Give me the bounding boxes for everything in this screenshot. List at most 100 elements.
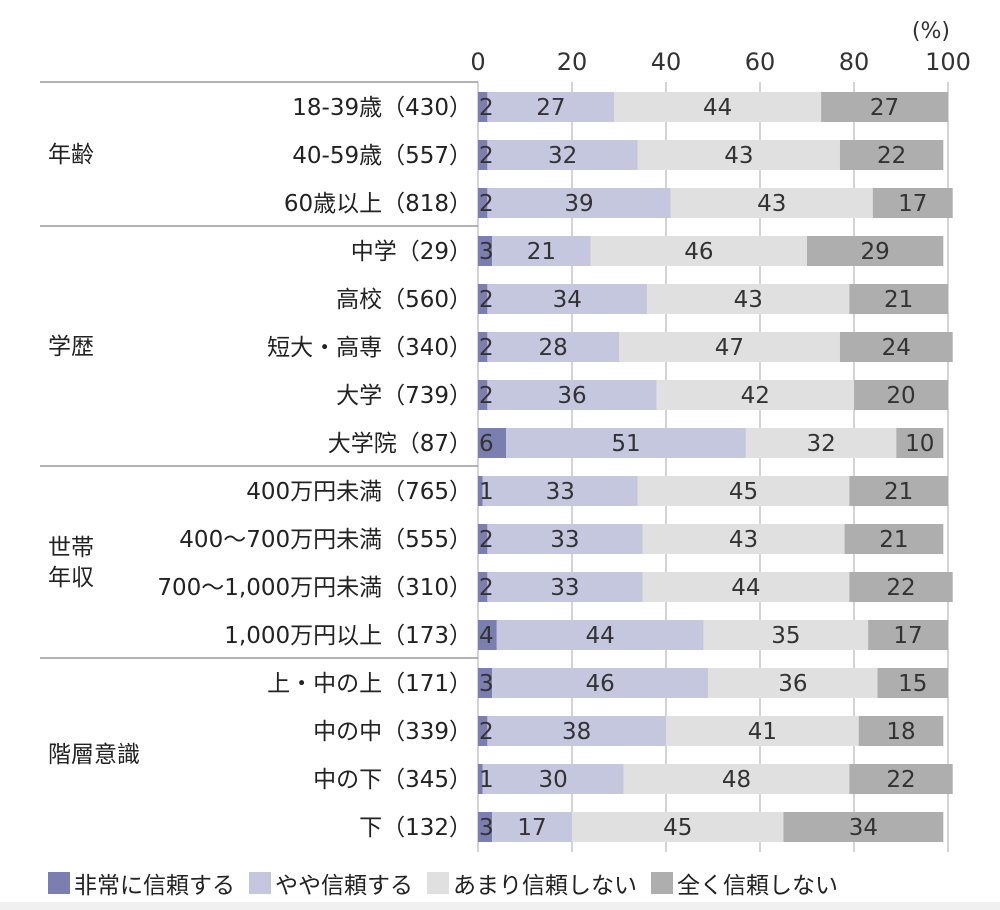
bar-segment [492, 668, 709, 698]
data-label: 24 [882, 335, 911, 361]
bar-segment [849, 764, 953, 794]
row-label: 400〜700万円未満（555） [179, 527, 472, 553]
row-label: 18-39歳（430） [292, 95, 472, 121]
legend-swatch [48, 872, 70, 894]
bar-segment [478, 572, 488, 602]
data-label: 22 [877, 143, 906, 169]
bar-segment [783, 812, 944, 842]
bar-segment [708, 668, 878, 698]
bars [478, 92, 953, 842]
data-label: 21 [879, 527, 908, 553]
legend-label: 非常に信頼する [74, 873, 235, 899]
data-label: 34 [553, 287, 582, 313]
row-label: 400万円未満（765） [246, 479, 472, 505]
bar-segment [656, 380, 854, 410]
data-label: 1 [479, 479, 494, 505]
bar-segment [487, 332, 619, 362]
unit-label: (%) [912, 19, 950, 44]
row-label: 大学院（87） [328, 431, 472, 457]
data-label: 42 [741, 383, 770, 409]
data-label: 27 [536, 95, 565, 121]
data-label: 21 [884, 479, 913, 505]
row-label: 上・中の上（171） [267, 671, 472, 697]
bar-segment [637, 476, 850, 506]
data-label: 41 [748, 719, 777, 745]
bar-segment [666, 716, 859, 746]
legend-swatch [249, 872, 271, 894]
data-label: 27 [870, 95, 899, 121]
x-tick-label: 20 [557, 48, 588, 76]
data-label: 33 [546, 479, 575, 505]
x-tick-label: 60 [745, 48, 776, 76]
row-label: 1,000万円以上（173） [224, 623, 472, 649]
group-label: 世帯年収 [48, 535, 94, 591]
bar-segment [487, 380, 657, 410]
data-label: 4 [479, 623, 494, 649]
data-label: 2 [479, 287, 494, 313]
data-label: 33 [550, 575, 579, 601]
bar-segment [614, 92, 822, 122]
data-label: 33 [550, 527, 579, 553]
bar-segment [478, 620, 497, 650]
data-label: 44 [586, 623, 615, 649]
bar-segment [478, 236, 493, 266]
data-label: 22 [886, 767, 915, 793]
data-label: 2 [479, 191, 494, 217]
bar-segment [849, 572, 953, 602]
data-label: 28 [539, 335, 568, 361]
x-tick-label: 80 [839, 48, 870, 76]
bar-segment [487, 188, 671, 218]
bar-segment [849, 476, 948, 506]
x-axis: (%) 0 20 40 60 80 100 [470, 19, 971, 76]
row-label: 大学（739） [336, 383, 472, 409]
data-label: 17 [893, 623, 922, 649]
bar-segment [478, 476, 483, 506]
data-label: 17 [898, 191, 927, 217]
bar-segment [478, 380, 488, 410]
data-label: 17 [517, 815, 546, 841]
bar-segment [590, 236, 807, 266]
legend-item: 非常に信頼する [48, 866, 235, 900]
data-label: 22 [886, 575, 915, 601]
data-label: 43 [734, 287, 763, 313]
bar-segment [478, 764, 483, 794]
bar-segment [478, 716, 488, 746]
bar-segment [478, 188, 488, 218]
bar-segment [872, 188, 953, 218]
bar-segment [745, 428, 897, 458]
data-label: 32 [548, 143, 577, 169]
data-label: 43 [757, 191, 786, 217]
data-label: 2 [479, 383, 494, 409]
data-label: 45 [663, 815, 692, 841]
bar-segment [487, 92, 615, 122]
bar-segment [623, 764, 850, 794]
bar-segment [670, 188, 873, 218]
legend: 非常に信頼する やや信頼する あまり信頼しない 全く信頼しない [48, 866, 838, 900]
x-tick-label: 100 [925, 48, 971, 76]
legend-label: あまり信頼しない [453, 873, 637, 899]
bar-segment [478, 428, 507, 458]
data-label: 2 [479, 527, 494, 553]
data-label: 2 [479, 575, 494, 601]
legend-item: あまり信頼しない [427, 866, 637, 900]
data-label: 45 [729, 479, 758, 505]
bar-segment [506, 428, 746, 458]
bar-segment [896, 428, 944, 458]
legend-item: 全く信頼しない [651, 866, 838, 900]
data-label: 48 [722, 767, 751, 793]
bar-segment [854, 380, 948, 410]
data-label: 10 [905, 431, 934, 457]
bar-segment [478, 668, 493, 698]
bar-segment [844, 524, 944, 554]
data-label: 47 [715, 335, 744, 361]
data-label: 18 [886, 719, 915, 745]
bar-segment [482, 764, 624, 794]
data-label: 21 [884, 287, 913, 313]
legend-item: やや信頼する [249, 866, 413, 900]
bar-segment [478, 524, 488, 554]
data-label: 30 [539, 767, 568, 793]
bar-segment [492, 812, 572, 842]
data-label: 35 [771, 623, 800, 649]
bar-segment [642, 572, 850, 602]
